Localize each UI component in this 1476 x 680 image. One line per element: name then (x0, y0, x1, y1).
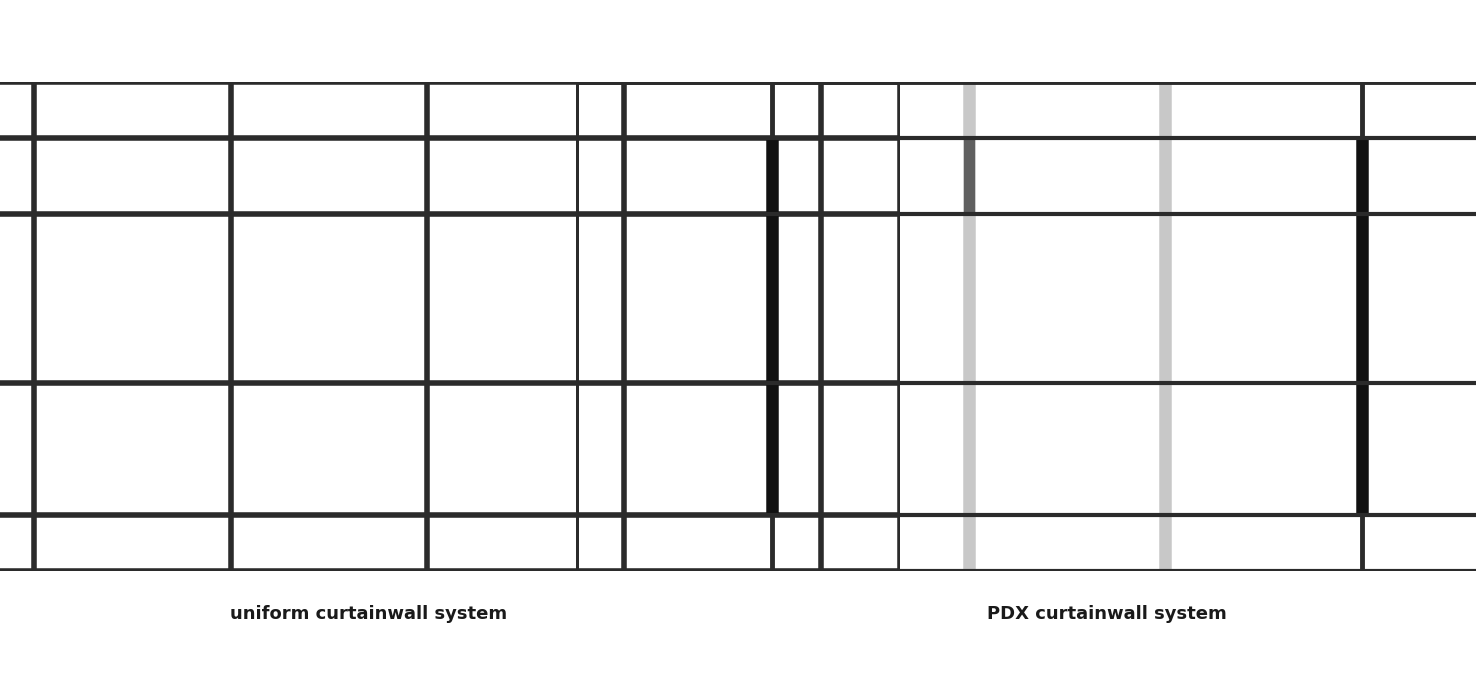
Text: uniform curtainwall system: uniform curtainwall system (230, 605, 508, 624)
Text: PDX curtainwall system: PDX curtainwall system (987, 605, 1227, 624)
